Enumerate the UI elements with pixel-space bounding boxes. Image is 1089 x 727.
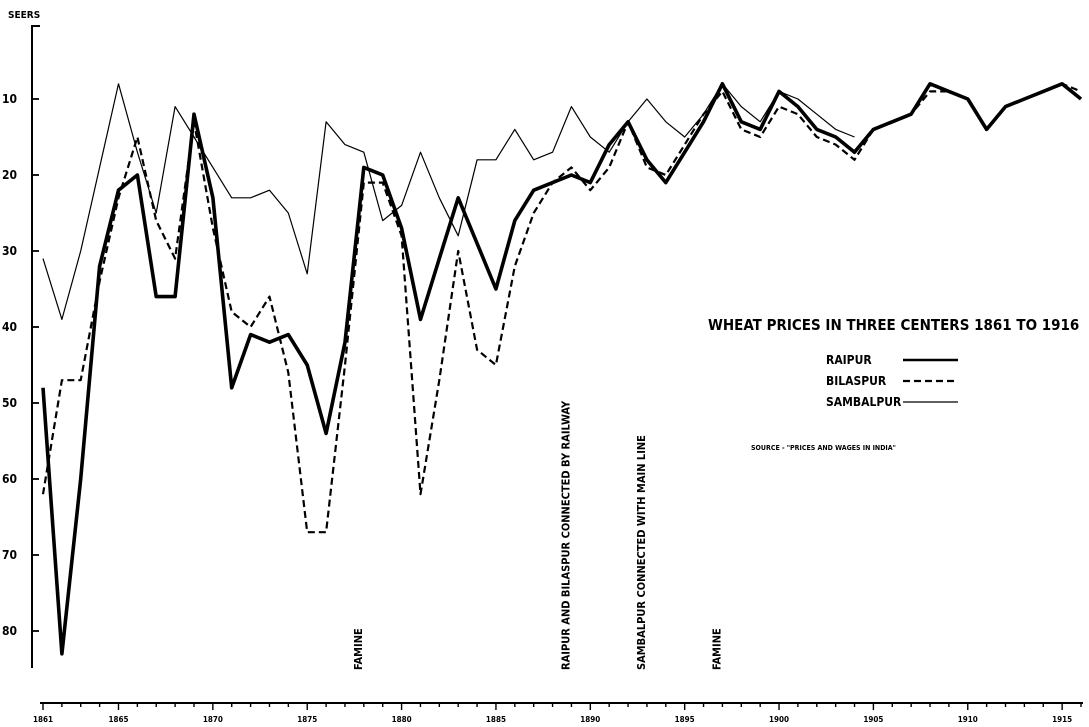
y-tick-label: 10 (2, 92, 17, 106)
y-axis-line (31, 25, 40, 668)
legend-label: BILASPUR (826, 374, 887, 388)
series-line-raipur (41, 82, 1083, 656)
y-tick-label: 50 (2, 396, 17, 410)
legend-label: SAMBALPUR (826, 395, 902, 409)
y-tick-label: 70 (2, 548, 17, 562)
y-tick-label: 40 (2, 320, 17, 334)
legend-items: RAIPUR BILASPUR SAMBALPUR (826, 353, 958, 409)
x-tick-label: 1890 (580, 715, 600, 724)
x-tick-label: 1905 (863, 715, 883, 724)
x-tick-label: 1910 (958, 715, 978, 724)
annotations-layer: FAMINE RAIPUR AND BILASPUR CONNECTED BY R… (352, 400, 724, 670)
x-tick-label: 1865 (108, 715, 128, 724)
y-axis-label: SEERS (8, 10, 40, 21)
annotation-0: FAMINE (352, 628, 365, 670)
legend-label: RAIPUR (826, 353, 872, 367)
annotation-1: RAIPUR AND BILASPUR CONNECTED BY RAILWAY (559, 400, 572, 670)
y-tick-label: 80 (2, 624, 17, 638)
series-layer (41, 82, 1083, 656)
x-tick-label: 1885 (486, 715, 506, 724)
series-line-sambalpur (42, 83, 855, 320)
annotation-2: SAMBALPUR CONNECTED WITH MAIN LINE (635, 435, 648, 670)
x-tick-label: 1870 (203, 715, 223, 724)
legend: WHEAT PRICES IN THREE CENTERS 1861 TO 19… (708, 316, 1079, 452)
axes: 10 20 30 40 50 60 70 80 1861 1865 1870 1875 1880 1885… (2, 25, 1083, 724)
y-tick-label: 20 (2, 168, 17, 182)
x-tick-label: 1895 (675, 715, 695, 724)
x-tick-label: 1900 (769, 715, 789, 724)
x-tick-label: 1915 (1052, 715, 1072, 724)
x-tick-label: 1880 (392, 715, 412, 724)
y-tick-label: 30 (2, 244, 17, 258)
annotation-3: FAMINE (710, 628, 723, 670)
chart-title: WHEAT PRICES IN THREE CENTERS 1861 TO 19… (708, 316, 1079, 334)
y-tick-label: 60 (2, 472, 17, 486)
source-note: SOURCE - "PRICES AND WAGES IN INDIA" (751, 444, 896, 452)
x-tick-label: 1875 (297, 715, 317, 724)
x-tick-label: 1861 (33, 715, 53, 724)
